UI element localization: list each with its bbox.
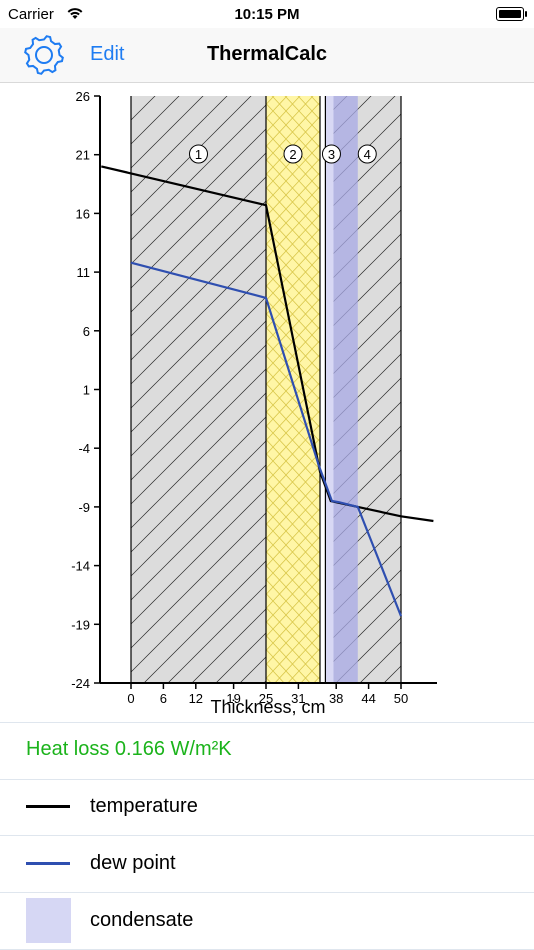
wall-layers bbox=[130, 96, 402, 683]
layer-4-label: 4 bbox=[364, 147, 371, 162]
thermal-chart: 26 21 16 11 6 1 -4 -9 -14 -19 -24 0 6 12 19 25 31 38 44 50 … bbox=[0, 83, 534, 723]
y-tick-label: 16 bbox=[76, 206, 90, 221]
y-tick-label: 6 bbox=[83, 324, 90, 339]
layer-2-marker bbox=[283, 144, 303, 164]
y-tick-label: -14 bbox=[71, 559, 90, 574]
layer-1-marker bbox=[189, 144, 208, 164]
y-tick-label: -24 bbox=[71, 676, 90, 691]
condensate-swatch bbox=[26, 898, 71, 943]
legend-condensate: condensate bbox=[0, 893, 534, 950]
layer-labels: 1 2 3 4 bbox=[189, 144, 377, 164]
battery-icon bbox=[496, 7, 527, 21]
legend-dew-point: dew point bbox=[0, 836, 534, 893]
legend-label: dew point bbox=[90, 852, 176, 874]
layer-1-masonry bbox=[131, 96, 266, 683]
x-tick-label: 0 bbox=[127, 691, 134, 706]
layer-2-label: 2 bbox=[289, 147, 296, 162]
y-tick-label: 21 bbox=[76, 148, 90, 163]
navigation-bar: Edit ThermalCalc bbox=[0, 28, 534, 83]
legend-temperature: temperature bbox=[0, 779, 534, 836]
heat-loss-value: Heat loss 0.166 W/m²K bbox=[26, 738, 232, 760]
carrier-label: Carrier bbox=[8, 6, 54, 23]
clock: 10:15 PM bbox=[234, 6, 300, 23]
legend-label: temperature bbox=[90, 795, 198, 817]
dew-point-swatch bbox=[26, 862, 70, 865]
x-tick-label: 44 bbox=[361, 691, 375, 706]
x-tick-label: 12 bbox=[189, 691, 203, 706]
layer-4-marker bbox=[357, 144, 377, 164]
y-tick-label: 1 bbox=[83, 383, 90, 398]
x-tick-label: 38 bbox=[329, 691, 343, 706]
series-dew-point bbox=[130, 261, 403, 617]
wifi-icon bbox=[66, 6, 84, 25]
x-tick-label: 25 bbox=[259, 691, 273, 706]
y-tick-label: -9 bbox=[78, 500, 90, 515]
chart-series bbox=[101, 165, 434, 617]
condensate-zone bbox=[333, 96, 358, 683]
gear-icon[interactable] bbox=[22, 33, 66, 77]
heat-loss-row: Heat loss 0.166 W/m²K bbox=[0, 722, 534, 780]
layer-1-label: 1 bbox=[195, 147, 202, 162]
x-tick-label: 19 bbox=[226, 691, 240, 706]
temperature-swatch bbox=[26, 805, 70, 808]
x-tick-label: 50 bbox=[394, 691, 408, 706]
status-bar: Carrier 10:15 PM bbox=[0, 0, 534, 28]
x-axis-label: Thickness, cm bbox=[210, 697, 325, 717]
y-tick-label: 11 bbox=[77, 265, 91, 280]
y-tick-label: -19 bbox=[71, 617, 90, 632]
layer-3-marker bbox=[321, 144, 341, 164]
x-tick-label: 6 bbox=[160, 691, 167, 706]
page-title: ThermalCalc bbox=[206, 43, 328, 65]
layer-2-insulation bbox=[266, 96, 320, 683]
x-tick-label: 31 bbox=[291, 691, 305, 706]
legend-label: condensate bbox=[90, 909, 194, 931]
y-tick-label: -4 bbox=[78, 441, 90, 456]
y-tick-label: 26 bbox=[76, 89, 90, 104]
edit-button[interactable]: Edit bbox=[90, 43, 125, 65]
layer-3-label: 3 bbox=[328, 147, 335, 162]
layer-3-membrane bbox=[325, 96, 334, 683]
